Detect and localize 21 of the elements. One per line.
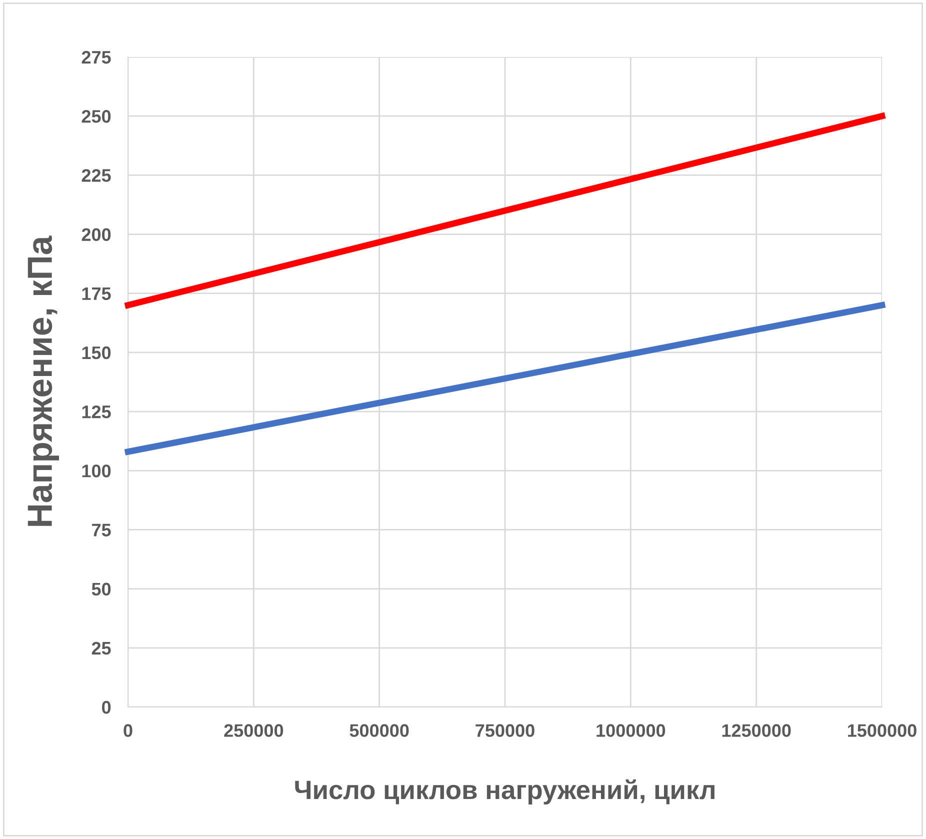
x-tick-label: 0 <box>124 724 132 737</box>
y-tick-label: 100 <box>82 464 111 478</box>
y-tick-label: 225 <box>82 169 111 182</box>
x-tick-label: 1250000 <box>722 724 791 737</box>
x-tick-label: 1000000 <box>596 724 666 737</box>
y-tick-label: 0 <box>102 700 111 714</box>
y-tick-label: 275 <box>82 50 111 64</box>
x-axis-title: Число циклов нагружений, цикл <box>295 779 714 804</box>
y-tick-label: 175 <box>82 287 111 300</box>
x-tick-label: 1500000 <box>848 724 916 737</box>
x-tick-label: 500000 <box>350 724 409 737</box>
y-tick-label: 75 <box>92 524 111 536</box>
y-tick-label: 125 <box>82 405 111 418</box>
y-tick-label: 200 <box>82 228 111 241</box>
x-tick-label: 750000 <box>476 724 534 737</box>
y-tick-label: 250 <box>82 110 111 123</box>
y-tick-label: 150 <box>82 346 111 360</box>
x-tick-label: 250000 <box>224 724 284 737</box>
y-axis-title: Напряжение, кПа <box>28 236 59 526</box>
y-tick-label: 25 <box>92 642 111 655</box>
y-tick-label: 50 <box>92 582 111 596</box>
